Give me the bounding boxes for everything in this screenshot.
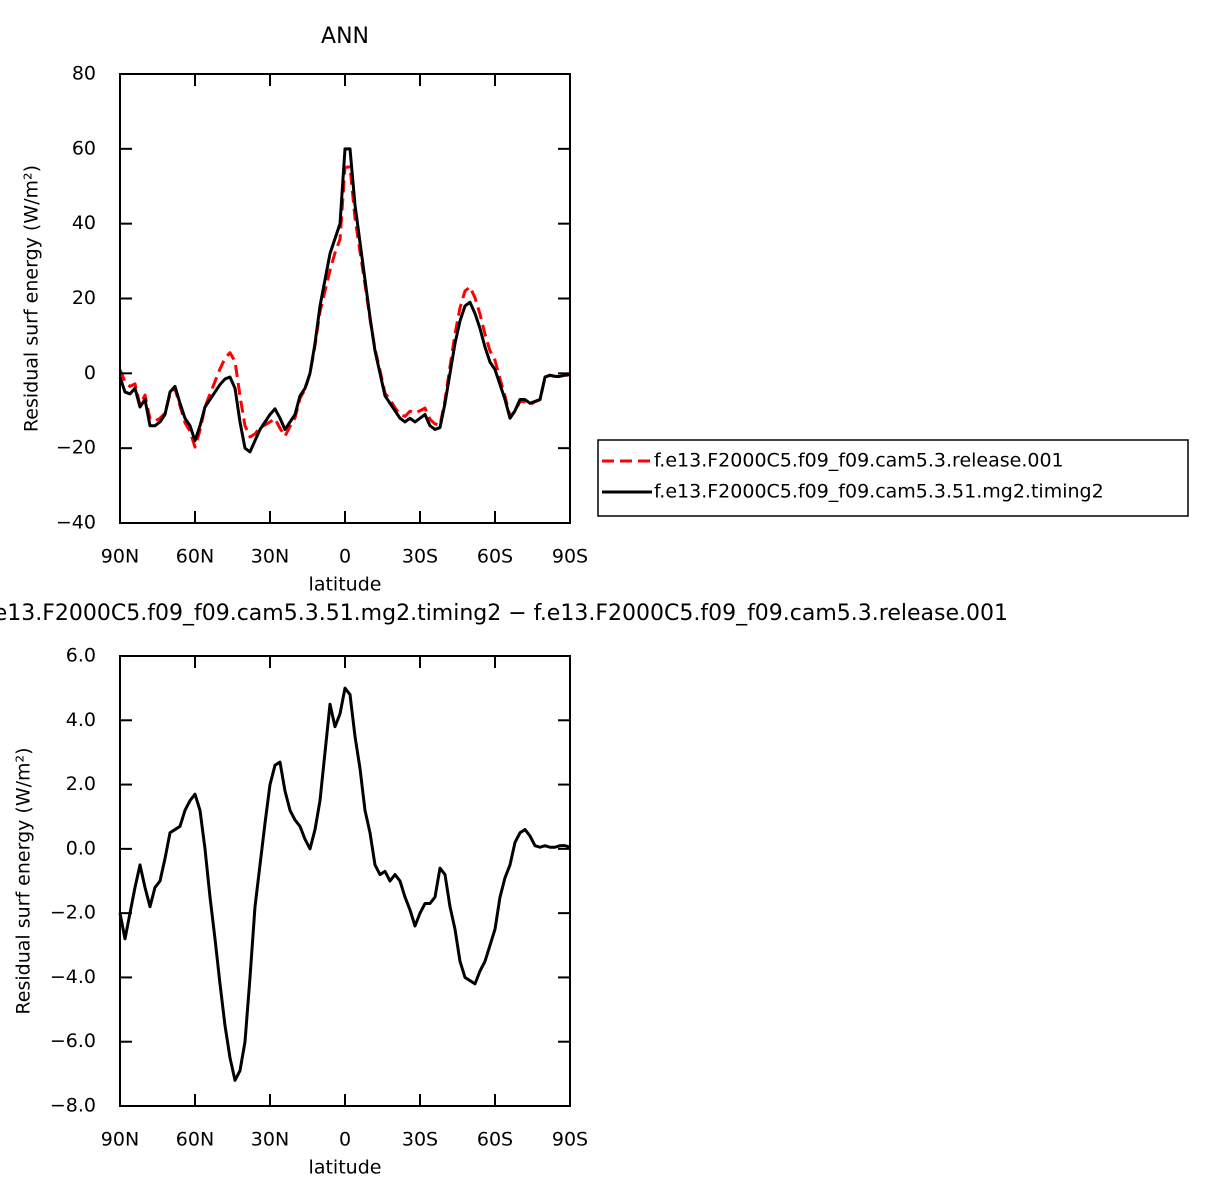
x-axis-label: latitude (309, 574, 382, 596)
x-tick-label: 90S (552, 1129, 588, 1151)
y-tick-label: 2.0 (66, 773, 96, 795)
x-tick-label: 30S (402, 1129, 438, 1151)
y-tick-label: 0.0 (66, 837, 96, 859)
x-tick-label: 60N (176, 546, 214, 568)
x-axis-label: latitude (309, 1157, 382, 1179)
chart-title: ANN (321, 24, 369, 49)
y-tick-label: −6.0 (50, 1030, 96, 1052)
y-tick-label: −2.0 (50, 902, 96, 924)
x-tick-label: 90N (101, 546, 139, 568)
x-tick-label: 30S (402, 546, 438, 568)
data-line (118, 147, 571, 454)
legend-label: f.e13.F2000C5.f09_f09.cam5.3.51.mg2.timi… (654, 481, 1104, 503)
x-tick-label: 0 (339, 546, 351, 568)
y-tick-label: 40 (72, 212, 96, 234)
x-tick-label: 90S (552, 546, 588, 568)
data-line (118, 686, 571, 1082)
y-tick-label: 60 (72, 137, 96, 159)
x-tick-label: 60S (477, 1129, 513, 1151)
x-tick-label: 90N (101, 1129, 139, 1151)
legend-label: f.e13.F2000C5.f09_f09.cam5.3.release.001 (654, 450, 1064, 472)
x-tick-label: 30N (251, 1129, 289, 1151)
x-tick-label: 0 (339, 1129, 351, 1151)
plot-frame (119, 73, 571, 524)
y-tick-label: −20 (56, 437, 96, 459)
y-tick-label: 80 (72, 63, 96, 85)
x-tick-label: 60N (176, 1129, 214, 1151)
x-tick-label: 30N (251, 546, 289, 568)
y-tick-label: −4.0 (50, 966, 96, 988)
y-tick-label: 4.0 (66, 709, 96, 731)
legend-box (597, 439, 1189, 517)
data-line (118, 165, 571, 449)
y-tick-label: −8.0 (50, 1095, 96, 1117)
plot-frame (119, 655, 571, 1107)
y-tick-label: 6.0 (66, 645, 96, 667)
y-axis-label: Residual surf energy (W/m²) (13, 747, 35, 1014)
y-tick-label: −40 (56, 512, 96, 534)
y-tick-label: 0 (84, 362, 96, 384)
y-axis-label: Residual surf energy (W/m²) (21, 165, 43, 432)
chart-title: f.e13.F2000C5.f09_f09.cam5.3.51.mg2.timi… (0, 601, 1008, 626)
y-tick-label: 20 (72, 287, 96, 309)
x-tick-label: 60S (477, 546, 513, 568)
